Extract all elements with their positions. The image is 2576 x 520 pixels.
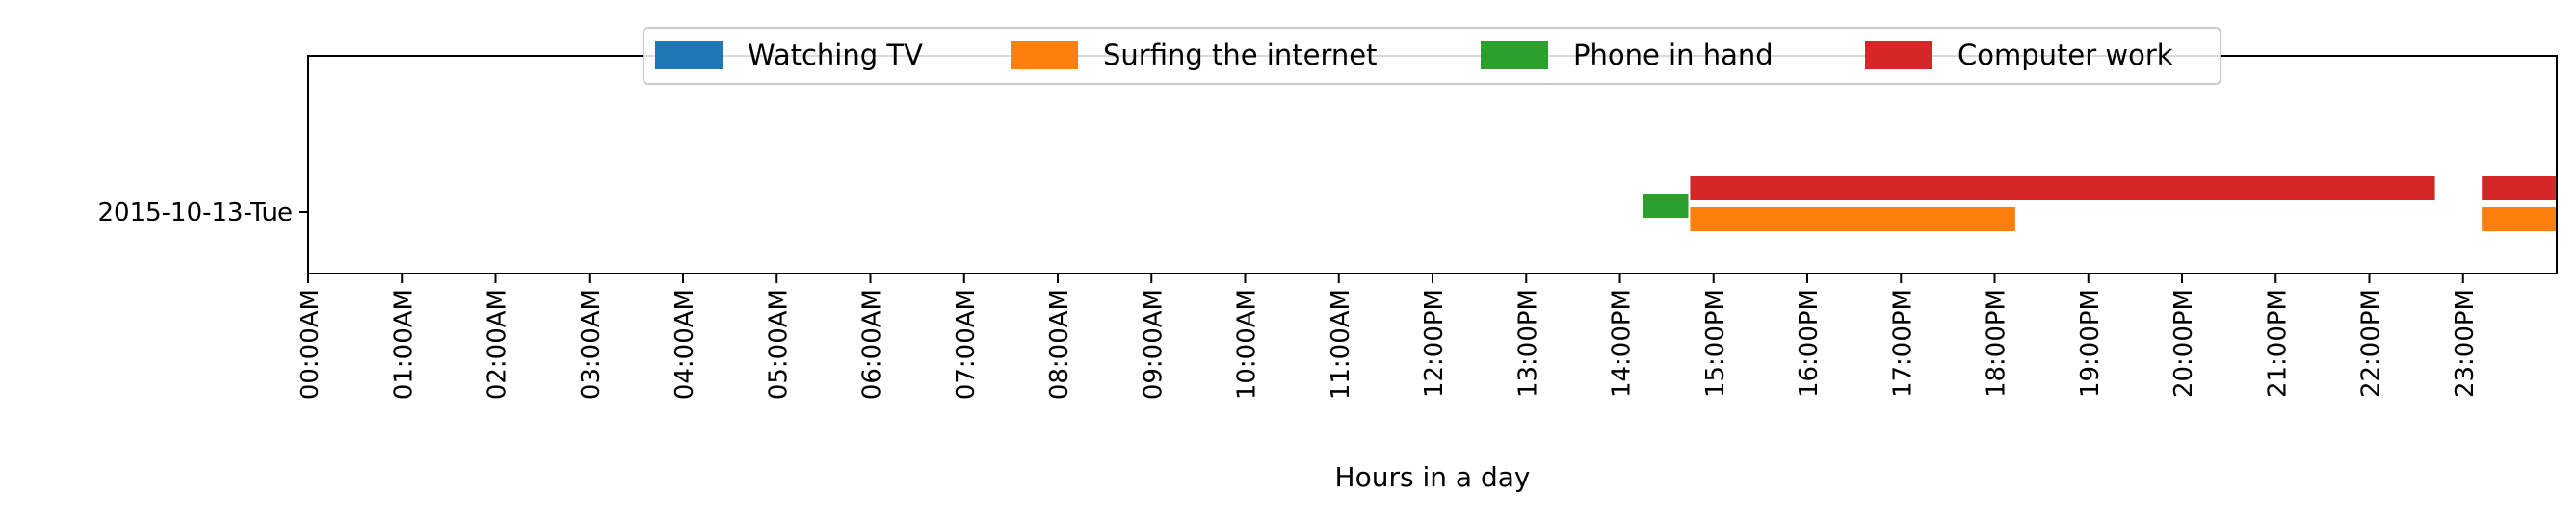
x-tick-label: 22:00PM — [2357, 289, 2386, 398]
x-tick-label: 19:00PM — [2076, 289, 2105, 398]
x-tick-label: 02:00AM — [484, 289, 513, 400]
legend: Watching TV Surfing the internet Phone in … — [643, 27, 2221, 85]
x-tick-label: 21:00PM — [2263, 289, 2292, 398]
legend-label: Watching TV — [748, 39, 923, 71]
plot-frame — [307, 55, 2558, 274]
x-tick-label: 20:00PM — [2169, 289, 2198, 398]
x-tick-label: 04:00AM — [670, 289, 699, 400]
bar-computer-work-1 — [2482, 176, 2557, 200]
x-tick-label: 03:00AM — [577, 289, 606, 400]
legend-swatch — [1011, 41, 1078, 69]
y-tick-label: 2015-10-13-Tue — [97, 198, 293, 227]
x-tick-label: 12:00PM — [1420, 289, 1449, 398]
x-tick-label: 10:00AM — [1233, 289, 1262, 400]
x-tick-label: 16:00PM — [1795, 289, 1824, 398]
legend-swatch — [1481, 41, 1548, 69]
x-tick-label: 08:00AM — [1045, 289, 1074, 400]
x-tick-label: 09:00AM — [1139, 289, 1168, 400]
x-tick-label: 23:00PM — [2451, 289, 2480, 398]
x-tick-label: 05:00AM — [764, 289, 793, 400]
x-tick-label: 07:00AM — [952, 289, 981, 400]
x-tick-label: 00:00AM — [296, 289, 325, 400]
bar-computer-work-0 — [1690, 176, 2435, 200]
x-axis-label: Hours in a day — [1335, 461, 1531, 493]
bar-surfing-the-internet-1 — [2482, 207, 2557, 231]
axes-layer: 00:00AM 01:00AM 02:00AM 03:00AM 04:00AM 05:00… — [97, 198, 2479, 400]
x-tick-label: 11:00AM — [1327, 289, 1355, 400]
bar-surfing-the-internet-0 — [1690, 207, 2015, 231]
x-tick-label: 01:00AM — [389, 289, 418, 400]
x-tick-label: 17:00PM — [1888, 289, 1917, 398]
bar-phone-in-hand-0 — [1643, 194, 1689, 218]
legend-label: Computer work — [1958, 39, 2173, 71]
bars-layer — [1643, 176, 2557, 231]
legend-swatch — [1865, 41, 1932, 69]
legend-swatch — [655, 41, 723, 69]
x-tick-label: 13:00PM — [1513, 289, 1542, 398]
x-tick-label: 18:00PM — [1983, 289, 2011, 398]
x-tick-label: 14:00PM — [1608, 289, 1637, 398]
x-tick-label: 15:00PM — [1701, 289, 1730, 398]
x-tick-label: 06:00AM — [858, 289, 887, 400]
legend-label: Phone in hand — [1573, 39, 1774, 71]
legend-label: Surfing the internet — [1103, 39, 1377, 71]
